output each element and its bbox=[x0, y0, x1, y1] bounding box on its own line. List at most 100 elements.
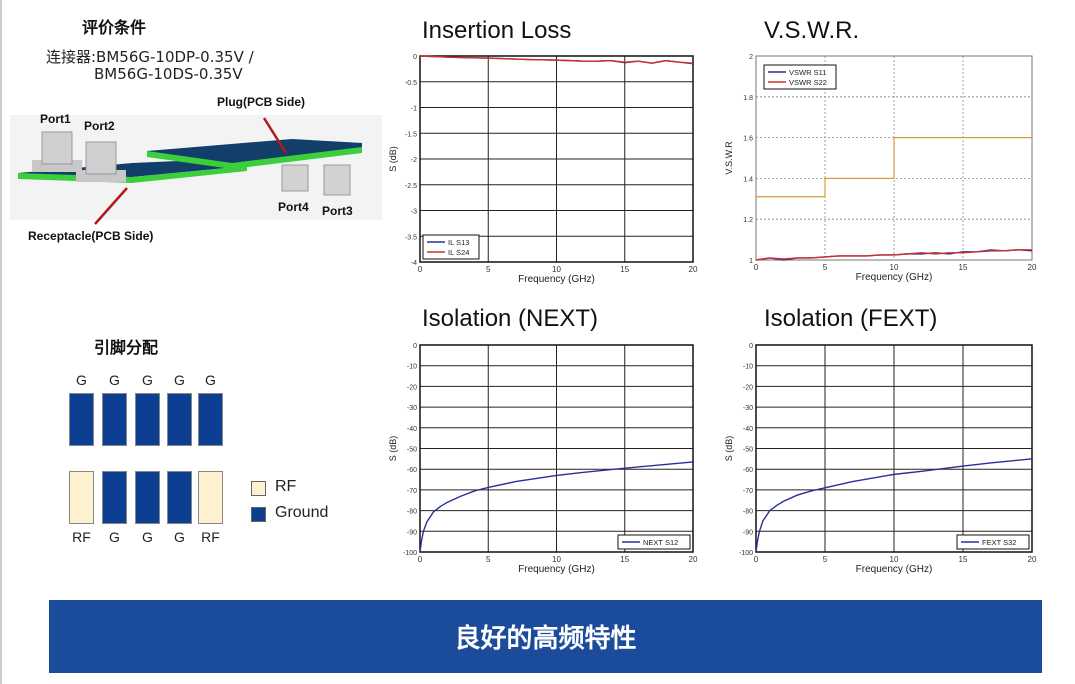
y-tick-label: -100 bbox=[403, 550, 417, 557]
chart-title-fext: Isolation (FEXT) bbox=[764, 305, 938, 332]
eval-conditions-title: 评价条件 bbox=[82, 18, 147, 37]
receptacle-edge bbox=[18, 166, 247, 183]
y-tick-label: 0 bbox=[413, 343, 417, 350]
legend-label: IL S13 bbox=[448, 238, 469, 247]
y-tick-label: 1.8 bbox=[743, 95, 753, 102]
y-tick-label: -1.5 bbox=[405, 131, 417, 138]
y-tick-label: -90 bbox=[407, 529, 417, 536]
y-tick-label: -50 bbox=[743, 447, 753, 454]
pin-label-top: G bbox=[109, 372, 120, 388]
y-tick-label: 1 bbox=[749, 258, 753, 265]
banner: 良好的高频特性 bbox=[49, 600, 1042, 673]
x-tick-label: 20 bbox=[1028, 555, 1037, 564]
x-tick-label: 15 bbox=[959, 555, 968, 564]
x-tick-label: 20 bbox=[689, 265, 698, 274]
x-axis-label: Frequency (GHz) bbox=[856, 272, 933, 283]
y-tick-label: -70 bbox=[743, 488, 753, 495]
receptacle-arrow bbox=[94, 187, 128, 225]
port4-label: Port4 bbox=[278, 200, 309, 214]
legend-ground-swatch bbox=[251, 507, 266, 522]
y-tick-label: 1.2 bbox=[743, 217, 753, 224]
pin-label-bottom: G bbox=[142, 529, 153, 545]
y-tick-label: 2 bbox=[749, 54, 753, 61]
y-tick-label: -80 bbox=[407, 509, 417, 516]
legend-label: NEXT S12 bbox=[643, 538, 678, 547]
limit-line bbox=[756, 137, 1032, 198]
y-tick-label: -10 bbox=[743, 364, 753, 371]
x-tick-label: 10 bbox=[890, 555, 899, 564]
y-tick-label: -0.5 bbox=[405, 80, 417, 87]
x-tick-label: 0 bbox=[754, 263, 759, 272]
y-axis-label: S (dB) bbox=[388, 436, 398, 462]
y-tick-label: 0 bbox=[413, 54, 417, 61]
pin-label-bottom: G bbox=[109, 529, 120, 545]
pin-top bbox=[102, 393, 127, 446]
x-tick-label: 15 bbox=[620, 555, 629, 564]
y-tick-label: -60 bbox=[407, 467, 417, 474]
x-tick-label: 10 bbox=[552, 265, 561, 274]
y-tick-label: -2.5 bbox=[405, 183, 417, 190]
legend-label: FEXT S32 bbox=[982, 538, 1016, 547]
legend-box bbox=[422, 234, 480, 260]
x-tick-label: 20 bbox=[1028, 263, 1037, 272]
x-tick-label: 0 bbox=[418, 555, 423, 564]
y-tick-label: -1 bbox=[411, 106, 417, 113]
y-tick-label: -30 bbox=[743, 405, 753, 412]
plug-label: Plug(PCB Side) bbox=[217, 95, 305, 109]
y-tick-label: -4 bbox=[411, 260, 417, 267]
pin-label-bottom: RF bbox=[72, 529, 91, 545]
legend-label: IL S24 bbox=[448, 248, 469, 257]
pin-top bbox=[198, 393, 223, 446]
chart-title-vswr: V.S.W.R. bbox=[764, 17, 860, 44]
y-tick-label: -40 bbox=[743, 426, 753, 433]
x-tick-label: 15 bbox=[620, 265, 629, 274]
chart-2: 0 5 10 15 20 0 -10 -20 -30 -40 -50 -60 -70 -80 -90 -100… bbox=[388, 343, 698, 575]
pin-label-bottom: RF bbox=[201, 529, 220, 545]
x-tick-label: 5 bbox=[823, 555, 828, 564]
x-tick-label: 0 bbox=[418, 265, 423, 274]
y-tick-label: -80 bbox=[743, 509, 753, 516]
pin-bottom bbox=[102, 471, 127, 524]
receptacle-pcb bbox=[18, 158, 247, 179]
y-tick-label: -3 bbox=[411, 209, 417, 216]
pin-label-top: G bbox=[205, 372, 216, 388]
port4-connector bbox=[281, 164, 309, 192]
pin-top bbox=[69, 393, 94, 446]
port3-connector bbox=[323, 164, 351, 196]
x-tick-label: 10 bbox=[890, 263, 899, 272]
y-tick-label: -60 bbox=[743, 467, 753, 474]
x-tick-label: 15 bbox=[959, 263, 968, 272]
receptacle-label: Receptacle(PCB Side) bbox=[28, 229, 153, 243]
plug-arrow bbox=[262, 117, 288, 154]
y-tick-label: -2 bbox=[411, 157, 417, 164]
plug-pcb bbox=[147, 139, 362, 163]
y-tick-label: -10 bbox=[407, 364, 417, 371]
chart-3: 0 5 10 15 20 0 -10 -20 -30 -40 -50 -60 -70 -80 -90 -100… bbox=[724, 343, 1037, 575]
chart-title-insertion-loss: Insertion Loss bbox=[422, 17, 572, 44]
y-tick-label: -20 bbox=[407, 384, 417, 391]
legend-box bbox=[763, 64, 837, 90]
legend-rf-label: RF bbox=[275, 478, 297, 495]
series-line bbox=[755, 249, 1032, 261]
chart-0: 0 5 10 15 20 0 -0.5 -1 -1.5 -2 -2.5 -3 -3.5 -4 Frequen… bbox=[388, 54, 698, 285]
x-tick-label: 0 bbox=[754, 555, 759, 564]
chart-1: 0 5 10 15 20 1 1.2 1.4 1.6 1.8 2 Frequency (GHz) V.S… bbox=[724, 54, 1037, 283]
plot-frame bbox=[755, 344, 1033, 553]
pin-label-top: G bbox=[76, 372, 87, 388]
y-axis-label: S (dB) bbox=[724, 436, 734, 462]
y-tick-label: 1.4 bbox=[743, 176, 753, 183]
y-axis-label: S (dB) bbox=[388, 146, 398, 172]
pin-bottom bbox=[198, 471, 223, 524]
port2-connector bbox=[85, 141, 117, 175]
x-tick-label: 5 bbox=[823, 263, 828, 272]
legend-box bbox=[617, 534, 691, 550]
pin-top bbox=[167, 393, 192, 446]
x-axis-label: Frequency (GHz) bbox=[518, 564, 595, 575]
y-tick-label: -50 bbox=[407, 447, 417, 454]
port2-label: Port2 bbox=[84, 119, 115, 133]
legend-ground-label: Ground bbox=[275, 504, 329, 521]
legend-rf-swatch bbox=[251, 481, 266, 496]
pin-top bbox=[135, 393, 160, 446]
y-tick-label: -90 bbox=[743, 529, 753, 536]
legend-label: VSWR S22 bbox=[789, 78, 827, 87]
